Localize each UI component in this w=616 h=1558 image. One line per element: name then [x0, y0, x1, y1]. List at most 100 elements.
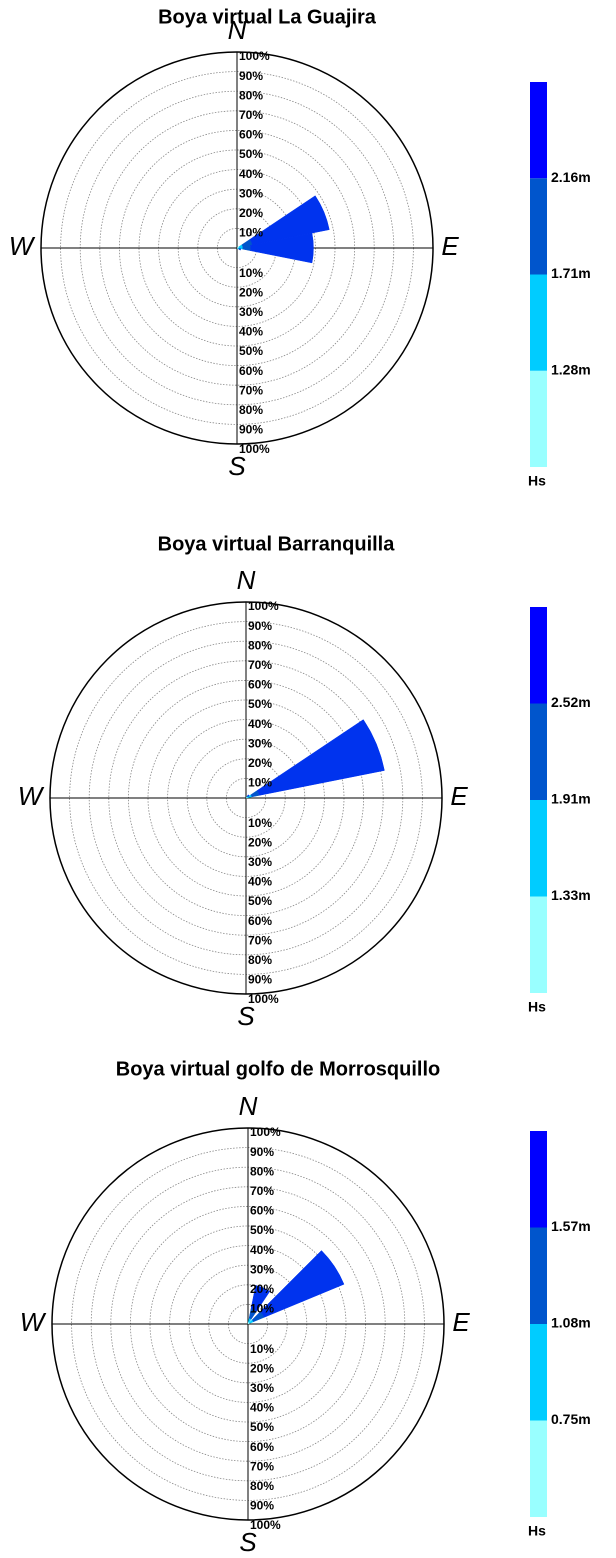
r-tick-label: 50%	[250, 1420, 274, 1434]
compass-label: E	[452, 1307, 470, 1337]
compass-label: W	[20, 1307, 47, 1337]
colorbar-title: Hs	[528, 999, 546, 1015]
r-tick-label: 100%	[250, 1125, 281, 1139]
colorbar-label: 2.16m	[551, 169, 591, 185]
colorbar-band	[530, 607, 547, 704]
colorbar-band	[530, 896, 547, 993]
r-tick-label: 10%	[250, 1342, 274, 1356]
chart-title: Boya virtual golfo de Morrosquillo	[116, 1058, 440, 1080]
rose-chart: Boya virtual La Guajira 10% 10% 20% 20% 30% 30…	[9, 6, 591, 488]
r-tick-label: 20%	[248, 835, 272, 849]
colorbar-label: 1.33m	[551, 887, 591, 903]
colorbar-title: Hs	[528, 1523, 546, 1539]
r-tick-label: 30%	[248, 855, 272, 869]
r-tick-label: 70%	[248, 658, 272, 672]
compass-label: E	[441, 231, 459, 261]
r-tick-label: 80%	[250, 1164, 274, 1178]
colorbar-band	[530, 800, 547, 897]
colorbar-label: 2.52m	[551, 694, 591, 710]
r-tick-label: 50%	[250, 1223, 274, 1237]
colorbar-label: 1.08m	[551, 1315, 591, 1331]
r-tick-label: 70%	[239, 383, 263, 397]
r-tick-label: 40%	[250, 1243, 274, 1257]
compass-label: N	[239, 1091, 258, 1121]
compass-label: S	[228, 451, 246, 481]
r-tick-label: 20%	[250, 1361, 274, 1375]
r-tick-label: 30%	[248, 736, 272, 750]
r-tick-label: 100%	[248, 992, 279, 1006]
r-tick-label: 70%	[239, 108, 263, 122]
r-tick-label: 50%	[239, 147, 263, 161]
r-tick-label: 80%	[239, 403, 263, 417]
r-tick-label: 100%	[250, 1518, 281, 1532]
r-tick-label: 40%	[248, 875, 272, 889]
compass-label: S	[237, 1001, 255, 1031]
colorbar-band	[530, 178, 547, 275]
colorbar-band	[530, 82, 547, 179]
r-tick-label: 10%	[248, 816, 272, 830]
colorbar-band	[530, 1420, 547, 1517]
r-tick-label: 90%	[248, 619, 272, 633]
r-tick-label: 100%	[248, 599, 279, 613]
r-tick-label: 40%	[250, 1401, 274, 1415]
chart-title: Boya virtual La Guajira	[158, 6, 377, 28]
rose-sector	[247, 794, 250, 797]
r-tick-label: 30%	[250, 1381, 274, 1395]
r-tick-label: 50%	[248, 697, 272, 711]
r-tick-label: 80%	[250, 1479, 274, 1493]
r-tick-label: 30%	[239, 186, 263, 200]
colorbar-band	[530, 370, 547, 467]
colorbar-label: 1.28m	[551, 361, 591, 377]
r-tick-label: 80%	[239, 88, 263, 102]
r-tick-label: 80%	[248, 638, 272, 652]
r-tick-label: 60%	[239, 364, 263, 378]
r-tick-label: 40%	[239, 167, 263, 181]
chart-title: Boya virtual Barranquilla	[158, 533, 396, 555]
r-tick-label: 20%	[239, 285, 263, 299]
colorbar-band	[530, 1227, 547, 1324]
rose-sector	[260, 1250, 345, 1318]
colorbar-title: Hs	[528, 473, 546, 489]
rose-sector	[250, 1285, 271, 1312]
r-tick-label: 70%	[250, 1459, 274, 1473]
r-tick-label: 80%	[248, 953, 272, 967]
r-tick-label: 30%	[239, 305, 263, 319]
r-tick-label: 90%	[239, 423, 263, 437]
r-tick-label: 100%	[239, 49, 270, 63]
r-tick-label: 60%	[250, 1204, 274, 1218]
r-tick-label: 20%	[239, 206, 263, 220]
colorbar-band	[530, 1131, 547, 1228]
r-tick-label: 70%	[250, 1184, 274, 1198]
colorbar-label: 1.71m	[551, 265, 591, 281]
r-tick-label: 60%	[248, 914, 272, 928]
compass-label: W	[18, 781, 45, 811]
r-tick-label: 90%	[239, 69, 263, 83]
compass-label: W	[9, 231, 36, 261]
r-tick-label: 10%	[239, 226, 263, 240]
colorbar-label: 1.57m	[551, 1218, 591, 1234]
r-tick-label: 40%	[248, 717, 272, 731]
r-tick-label: 60%	[250, 1440, 274, 1454]
compass-label: N	[237, 565, 256, 595]
colorbar-label: 1.91m	[551, 791, 591, 807]
r-tick-label: 40%	[239, 325, 263, 339]
compass-label: E	[450, 781, 468, 811]
r-tick-label: 10%	[239, 266, 263, 280]
rose-chart: Boya virtual golfo de Morrosquillo 10% 10%…	[20, 1058, 591, 1557]
r-tick-label: 50%	[239, 344, 263, 358]
compass-label: N	[228, 15, 247, 45]
r-tick-label: 50%	[248, 894, 272, 908]
colorbar-band	[530, 703, 547, 800]
r-tick-label: 60%	[248, 678, 272, 692]
compass-label: S	[239, 1527, 257, 1557]
r-tick-label: 100%	[239, 442, 270, 456]
r-tick-label: 20%	[248, 756, 272, 770]
r-tick-label: 10%	[250, 1302, 274, 1316]
colorbar-band	[530, 1324, 547, 1421]
colorbar-label: 0.75m	[551, 1411, 591, 1427]
rose-sector	[239, 248, 242, 251]
rose-chart: Boya virtual Barranquilla 10% 10% 20% 20% 30%…	[18, 533, 591, 1031]
r-tick-label: 30%	[250, 1262, 274, 1276]
rose-sector	[249, 195, 330, 246]
